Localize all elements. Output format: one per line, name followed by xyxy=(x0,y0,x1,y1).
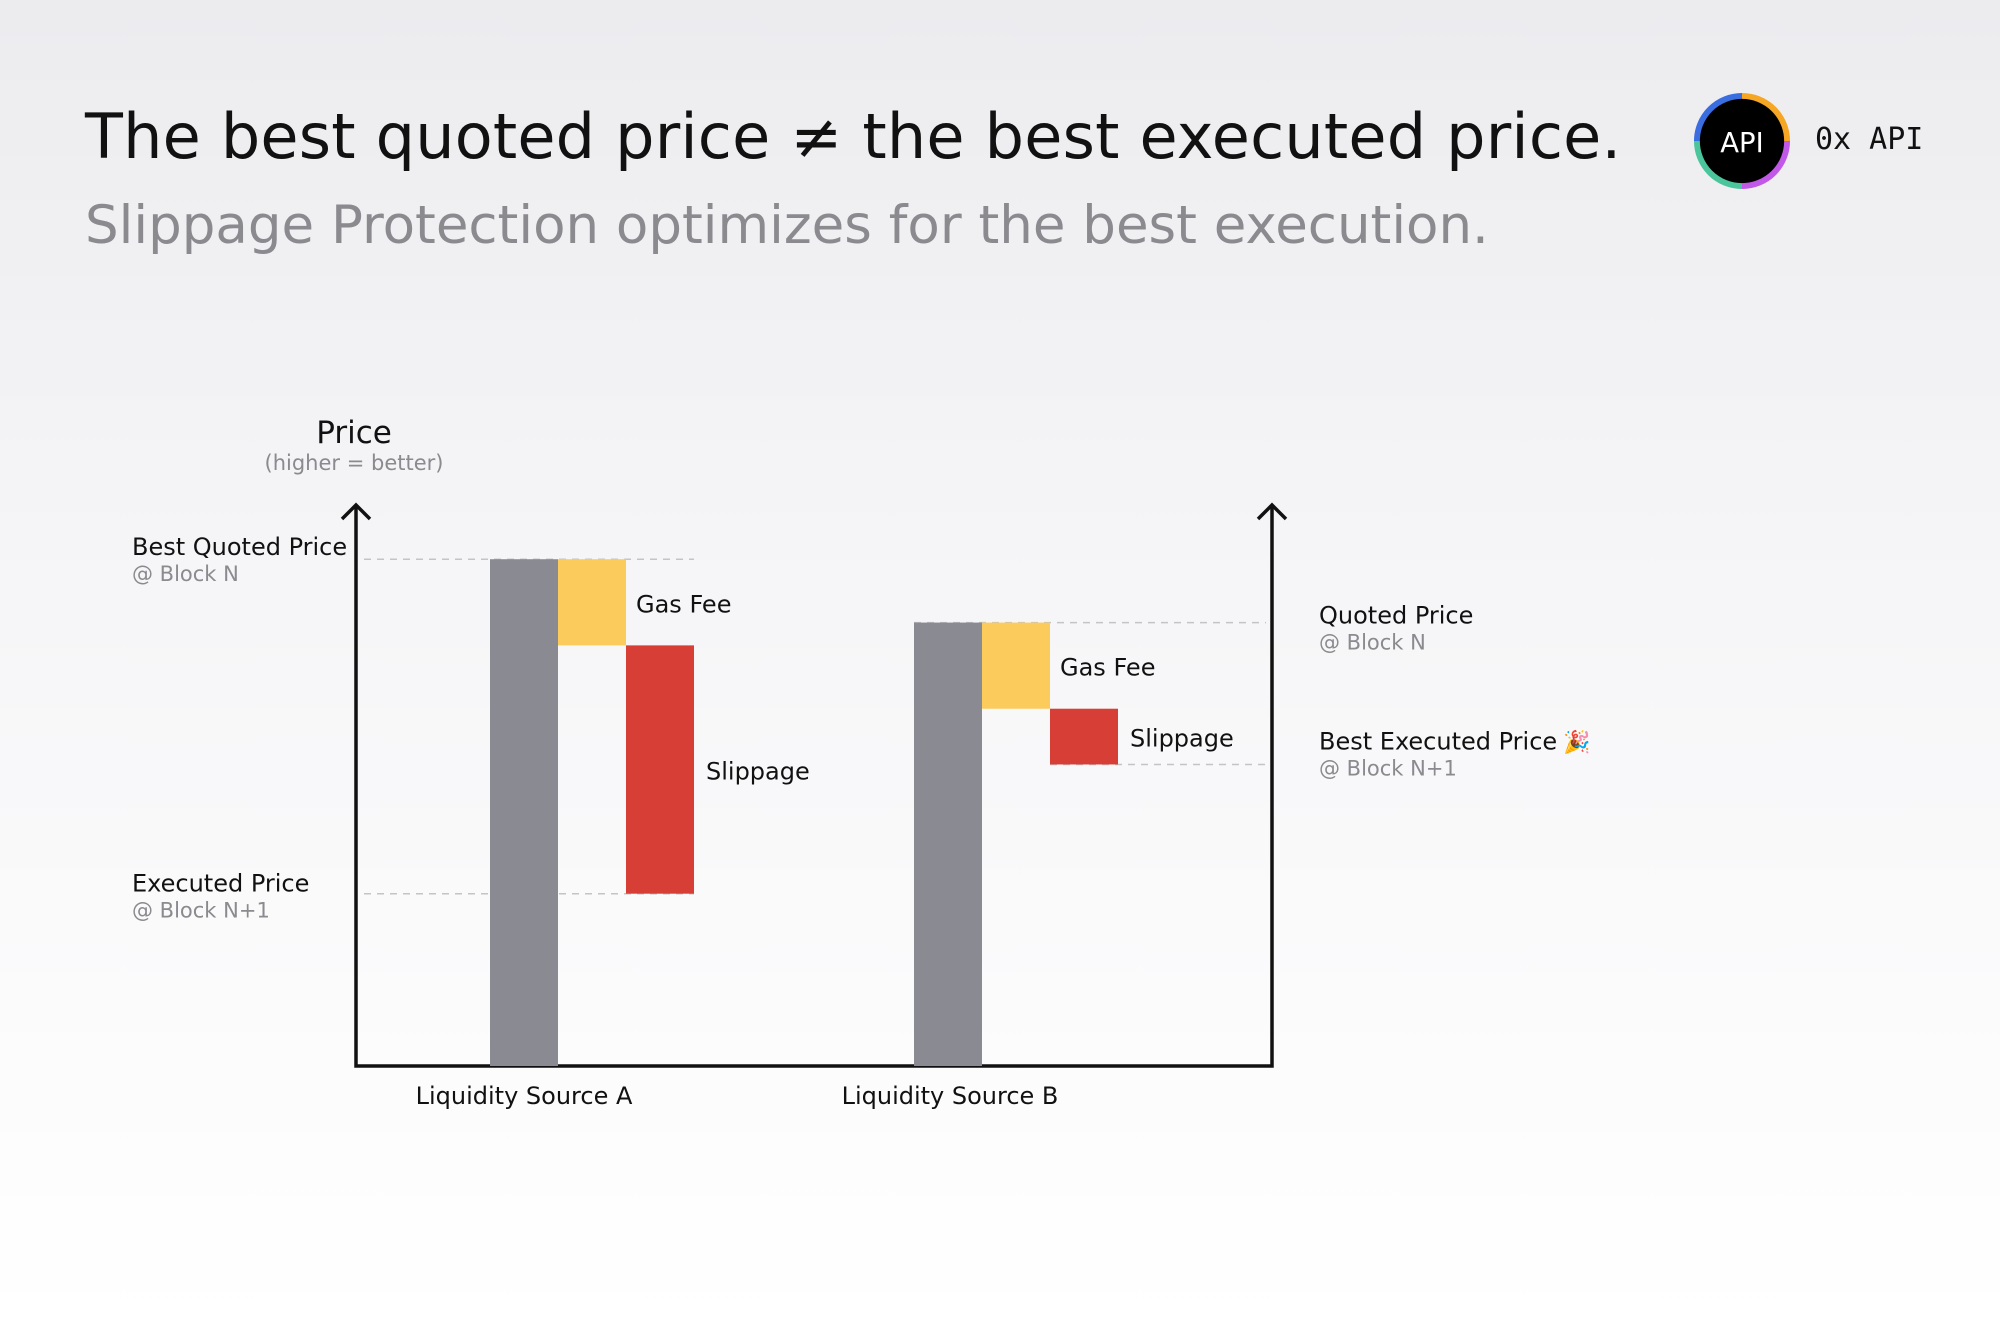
celebration-icon: 🎉 xyxy=(1563,729,1590,755)
api-logo-icon: API xyxy=(1693,92,1791,190)
y-axis-arrow-right-icon xyxy=(1256,502,1288,521)
page-subtitle: Slippage Protection optimizes for the be… xyxy=(85,195,1489,256)
price-bar-1 xyxy=(490,559,558,1066)
quoted-price-sub-b: @ Block N xyxy=(1319,631,1426,655)
api-logo-text: API xyxy=(1720,128,1763,159)
y-axis-label: Price xyxy=(316,415,392,451)
gas-fee-bar-2 xyxy=(982,622,1050,709)
gas-fee-bar-1 xyxy=(558,559,626,646)
slippage-bar-1 xyxy=(626,645,694,894)
gas-fee-label-2: Gas Fee xyxy=(1060,654,1155,682)
brand-name: 0x API xyxy=(1815,122,1924,157)
slippage-bar-2 xyxy=(1050,708,1118,765)
page-title: The best quoted price ≠ the best execute… xyxy=(85,100,1622,173)
chart-axes xyxy=(354,505,1274,1068)
quoted-price-label-b: Quoted Price xyxy=(1319,602,1473,630)
category-label-1: Liquidity Source A xyxy=(416,1082,633,1110)
executed-price-label-b: Best Executed Price xyxy=(1319,727,1557,755)
executed-price-sub-a: @ Block N+1 xyxy=(132,899,270,923)
executed-price-label-a: Executed Price xyxy=(132,870,309,898)
category-label-2: Liquidity Source B xyxy=(842,1082,1059,1110)
y-axis-note: (higher = better) xyxy=(265,451,444,475)
y-axis-arrow-left-icon xyxy=(340,502,372,521)
brand-badge: API 0x API xyxy=(1693,92,1953,192)
quoted-price-sub-a: @ Block N xyxy=(132,562,239,586)
quoted-price-label-a: Best Quoted Price xyxy=(132,533,347,561)
gas-fee-label-1: Gas Fee xyxy=(636,590,731,618)
slippage-label-1: Slippage xyxy=(706,758,810,786)
slippage-label-2: Slippage xyxy=(1130,725,1234,753)
price-bar-2 xyxy=(914,622,982,1066)
executed-price-sub-b: @ Block N+1 xyxy=(1319,756,1457,780)
